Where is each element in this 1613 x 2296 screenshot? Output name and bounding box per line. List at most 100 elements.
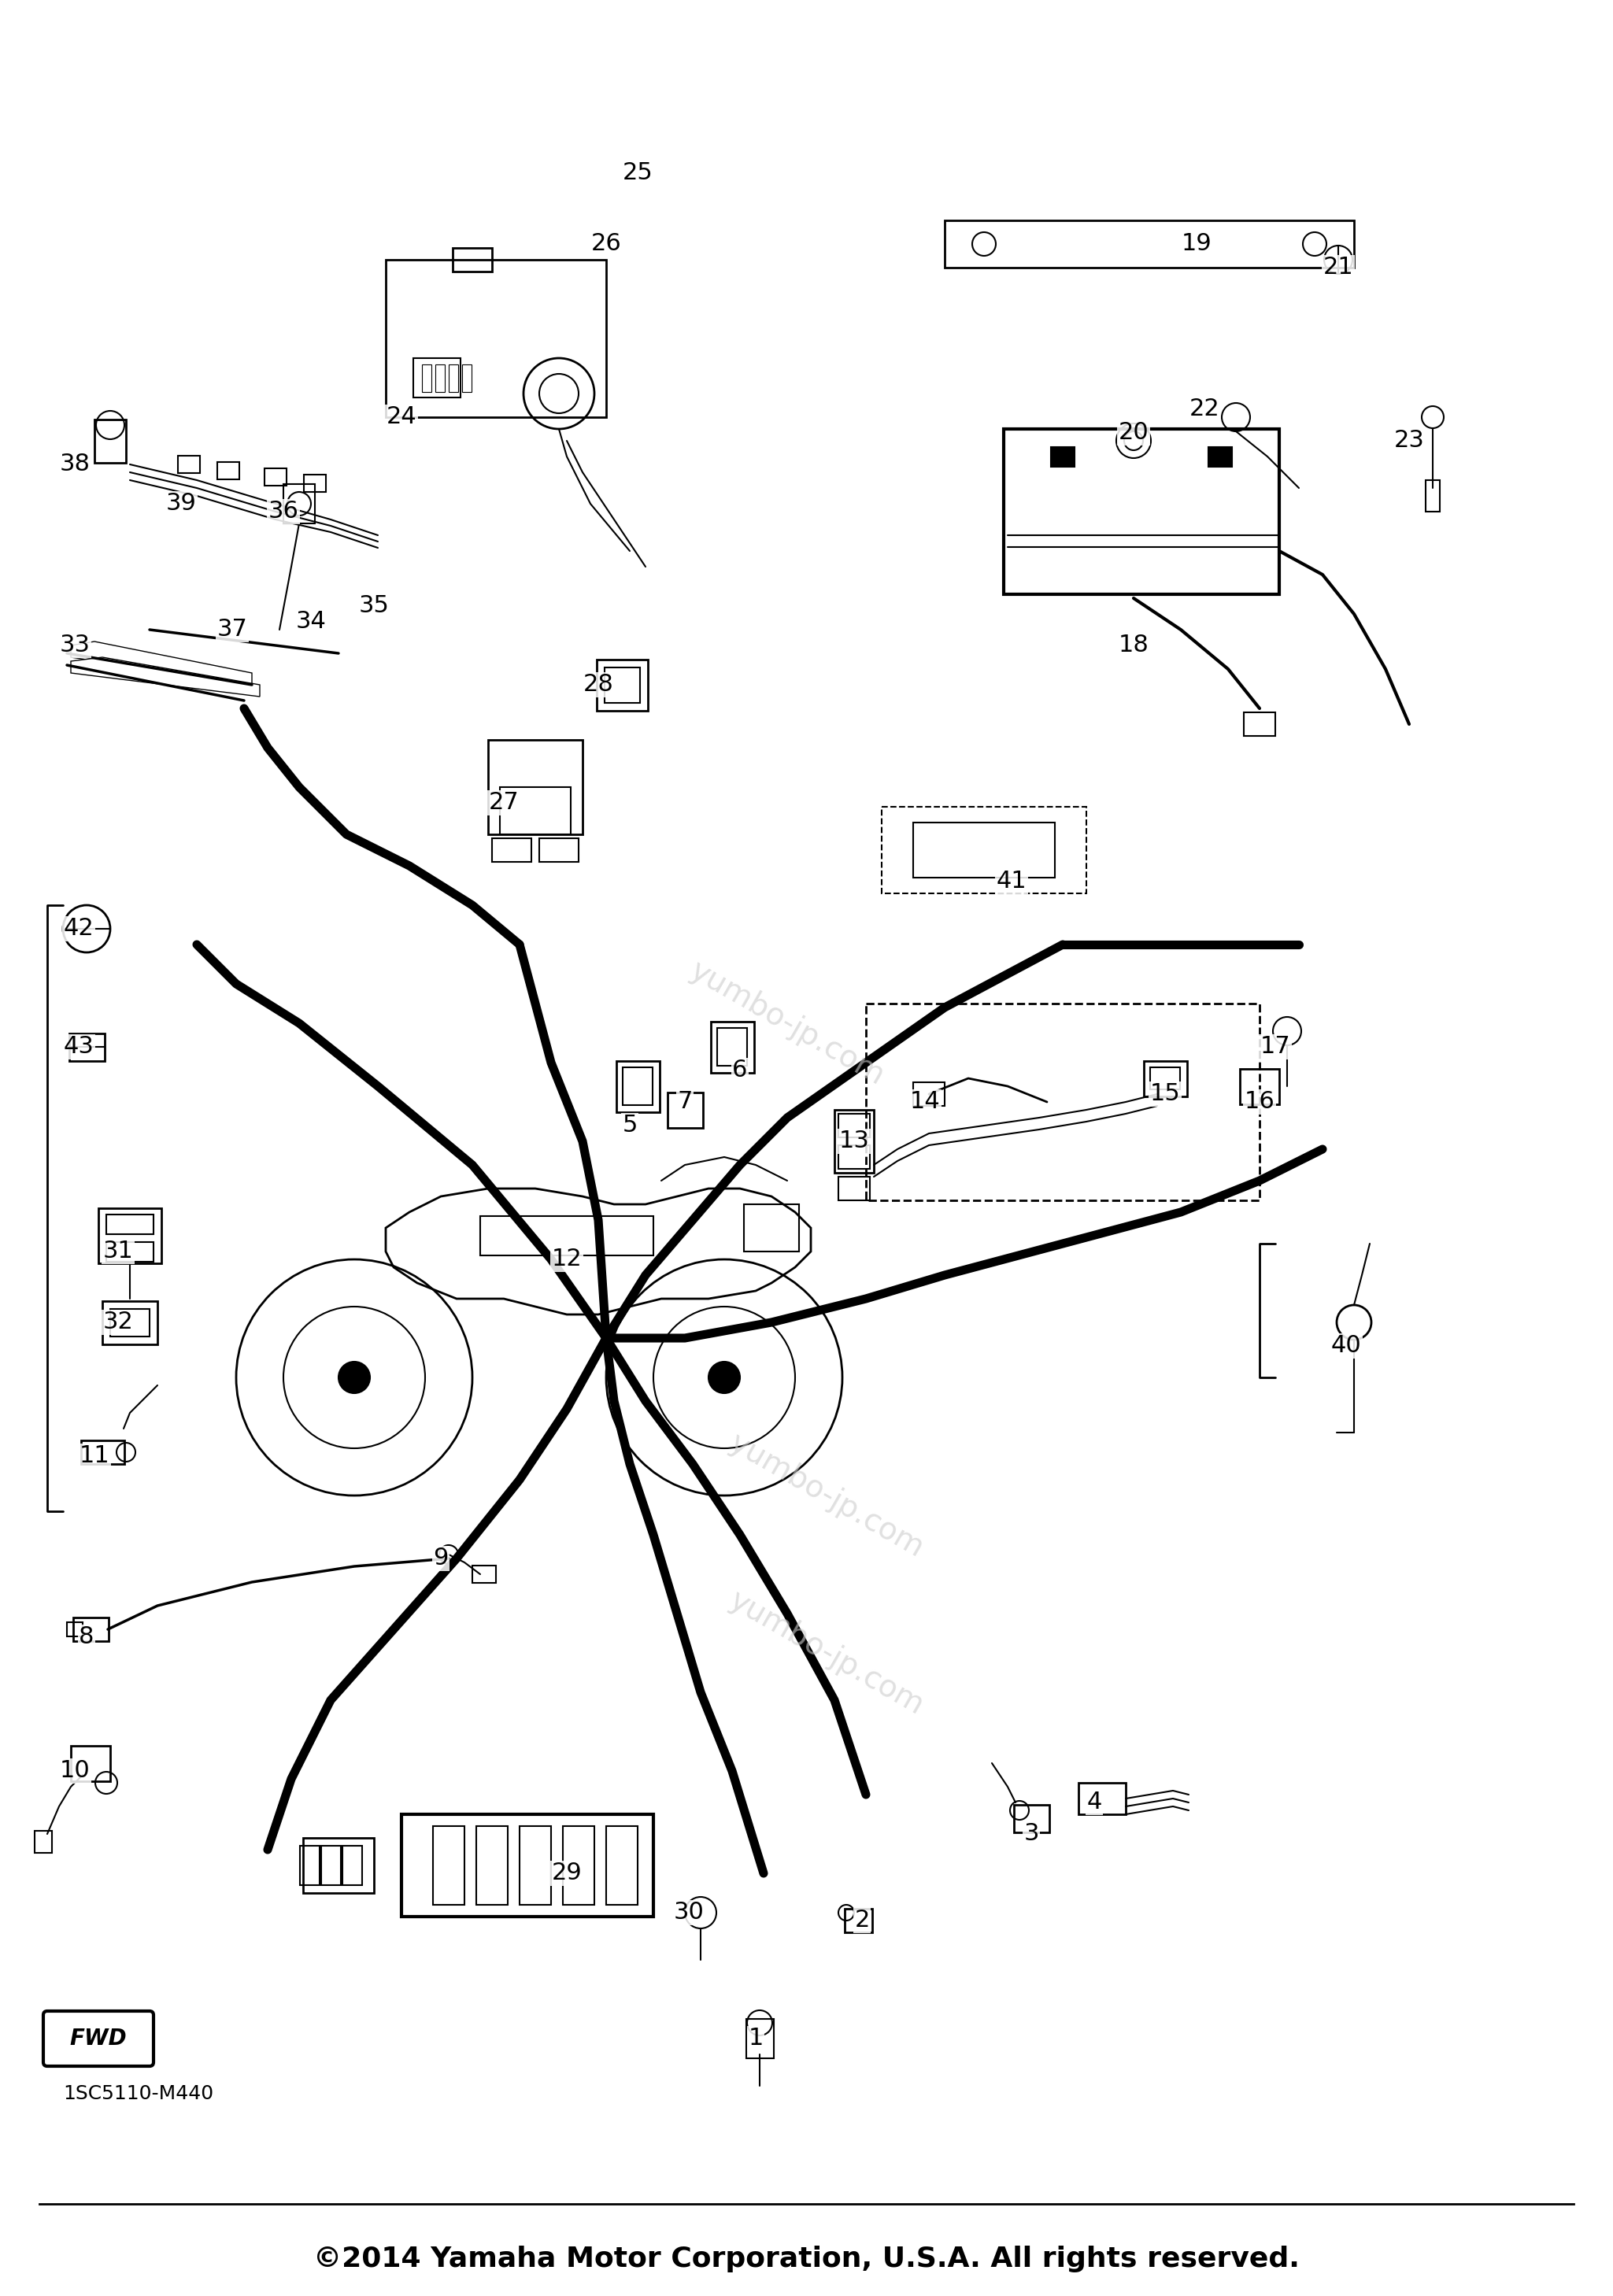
Text: 4: 4 [1087,1791,1102,1814]
Bar [844,1908,873,1933]
Bar [839,1178,869,1201]
Bar [1240,1068,1279,1104]
Polygon shape [71,641,252,684]
Text: yumbo-jp.com: yumbo-jp.com [724,1584,929,1720]
Bar [95,420,126,461]
Bar [500,788,571,833]
Text: 29: 29 [552,1862,582,1885]
Text: 12: 12 [552,1249,582,1270]
Bar [423,365,431,393]
Polygon shape [71,657,260,696]
Bar [303,475,326,491]
Bar [481,1217,653,1256]
Bar [34,1830,52,1853]
Bar [913,1081,945,1107]
Bar [839,1146,869,1169]
Bar [606,1825,637,1906]
Text: 6: 6 [732,1058,747,1081]
Bar [1208,448,1232,466]
Bar [597,659,647,709]
Bar [98,1208,161,1263]
Bar [300,1846,319,1885]
Bar [563,1825,594,1906]
Bar [1052,448,1074,466]
Text: 17: 17 [1260,1035,1290,1058]
Text: 28: 28 [582,673,613,696]
Text: 5: 5 [623,1114,637,1137]
Bar [386,259,606,418]
Text: 15: 15 [1150,1084,1181,1104]
Bar [218,461,239,480]
Bar [1003,429,1279,595]
Text: 33: 33 [60,634,90,657]
Bar [834,1109,874,1173]
Text: 42: 42 [63,918,94,939]
Bar [492,838,531,861]
Circle shape [708,1362,740,1394]
Text: 32: 32 [103,1311,134,1334]
Bar [839,1114,869,1137]
Text: 36: 36 [268,501,298,523]
Text: 22: 22 [1189,397,1219,420]
Bar [303,1837,374,1892]
Text: 14: 14 [910,1091,940,1114]
Bar [265,468,287,487]
Text: 24: 24 [386,406,416,429]
Text: 1SC5110-M440: 1SC5110-M440 [63,2085,213,2103]
Text: 27: 27 [489,792,519,815]
Bar [1150,1068,1181,1088]
Bar [321,1846,340,1885]
Text: ©2014 Yamaha Motor Corporation, U.S.A. All rights reserved.: ©2014 Yamaha Motor Corporation, U.S.A. A… [313,2245,1300,2273]
Bar [718,1029,747,1065]
Text: 1: 1 [748,2027,763,2050]
Bar [539,838,579,861]
Bar [432,1825,465,1906]
Text: 39: 39 [166,491,197,514]
Bar [744,1205,798,1251]
Bar [436,365,445,393]
Bar [710,1022,753,1072]
Text: 21: 21 [1323,257,1353,280]
Bar [476,1825,508,1906]
Bar [284,484,315,523]
Bar [71,1745,110,1782]
Bar [866,1003,1260,1201]
Bar [489,739,582,833]
Text: yumbo-jp.com: yumbo-jp.com [724,1428,929,1564]
Bar [913,822,1055,877]
Text: 37: 37 [216,618,247,641]
Bar [882,806,1086,893]
Bar [473,1566,495,1582]
Text: 13: 13 [839,1130,869,1153]
Bar [402,1814,653,1917]
Bar [668,1093,703,1127]
Bar [110,1309,150,1336]
Text: 31: 31 [103,1240,134,1263]
Bar [1426,480,1440,512]
Bar [448,365,458,393]
Bar [342,1846,361,1885]
Text: 40: 40 [1331,1334,1361,1357]
Text: 23: 23 [1394,429,1424,452]
Text: 43: 43 [63,1035,94,1058]
Text: FWD: FWD [69,2027,127,2050]
Text: yumbo-jp.com: yumbo-jp.com [684,955,890,1091]
Text: 30: 30 [674,1901,705,1924]
Text: 3: 3 [1024,1823,1039,1846]
Bar [69,1033,105,1061]
Polygon shape [386,1189,811,1316]
Text: 41: 41 [997,870,1027,893]
Text: 10: 10 [60,1759,90,1782]
Bar [453,248,492,271]
Bar [177,455,200,473]
Text: 16: 16 [1244,1091,1274,1114]
Bar [1144,1061,1187,1095]
Bar [616,1061,660,1111]
Text: 20: 20 [1118,422,1148,445]
Bar [413,358,461,397]
Bar [623,1068,653,1104]
Text: 9: 9 [434,1548,448,1570]
FancyBboxPatch shape [44,2011,153,2066]
Bar [1244,712,1276,737]
Bar [66,1623,82,1637]
